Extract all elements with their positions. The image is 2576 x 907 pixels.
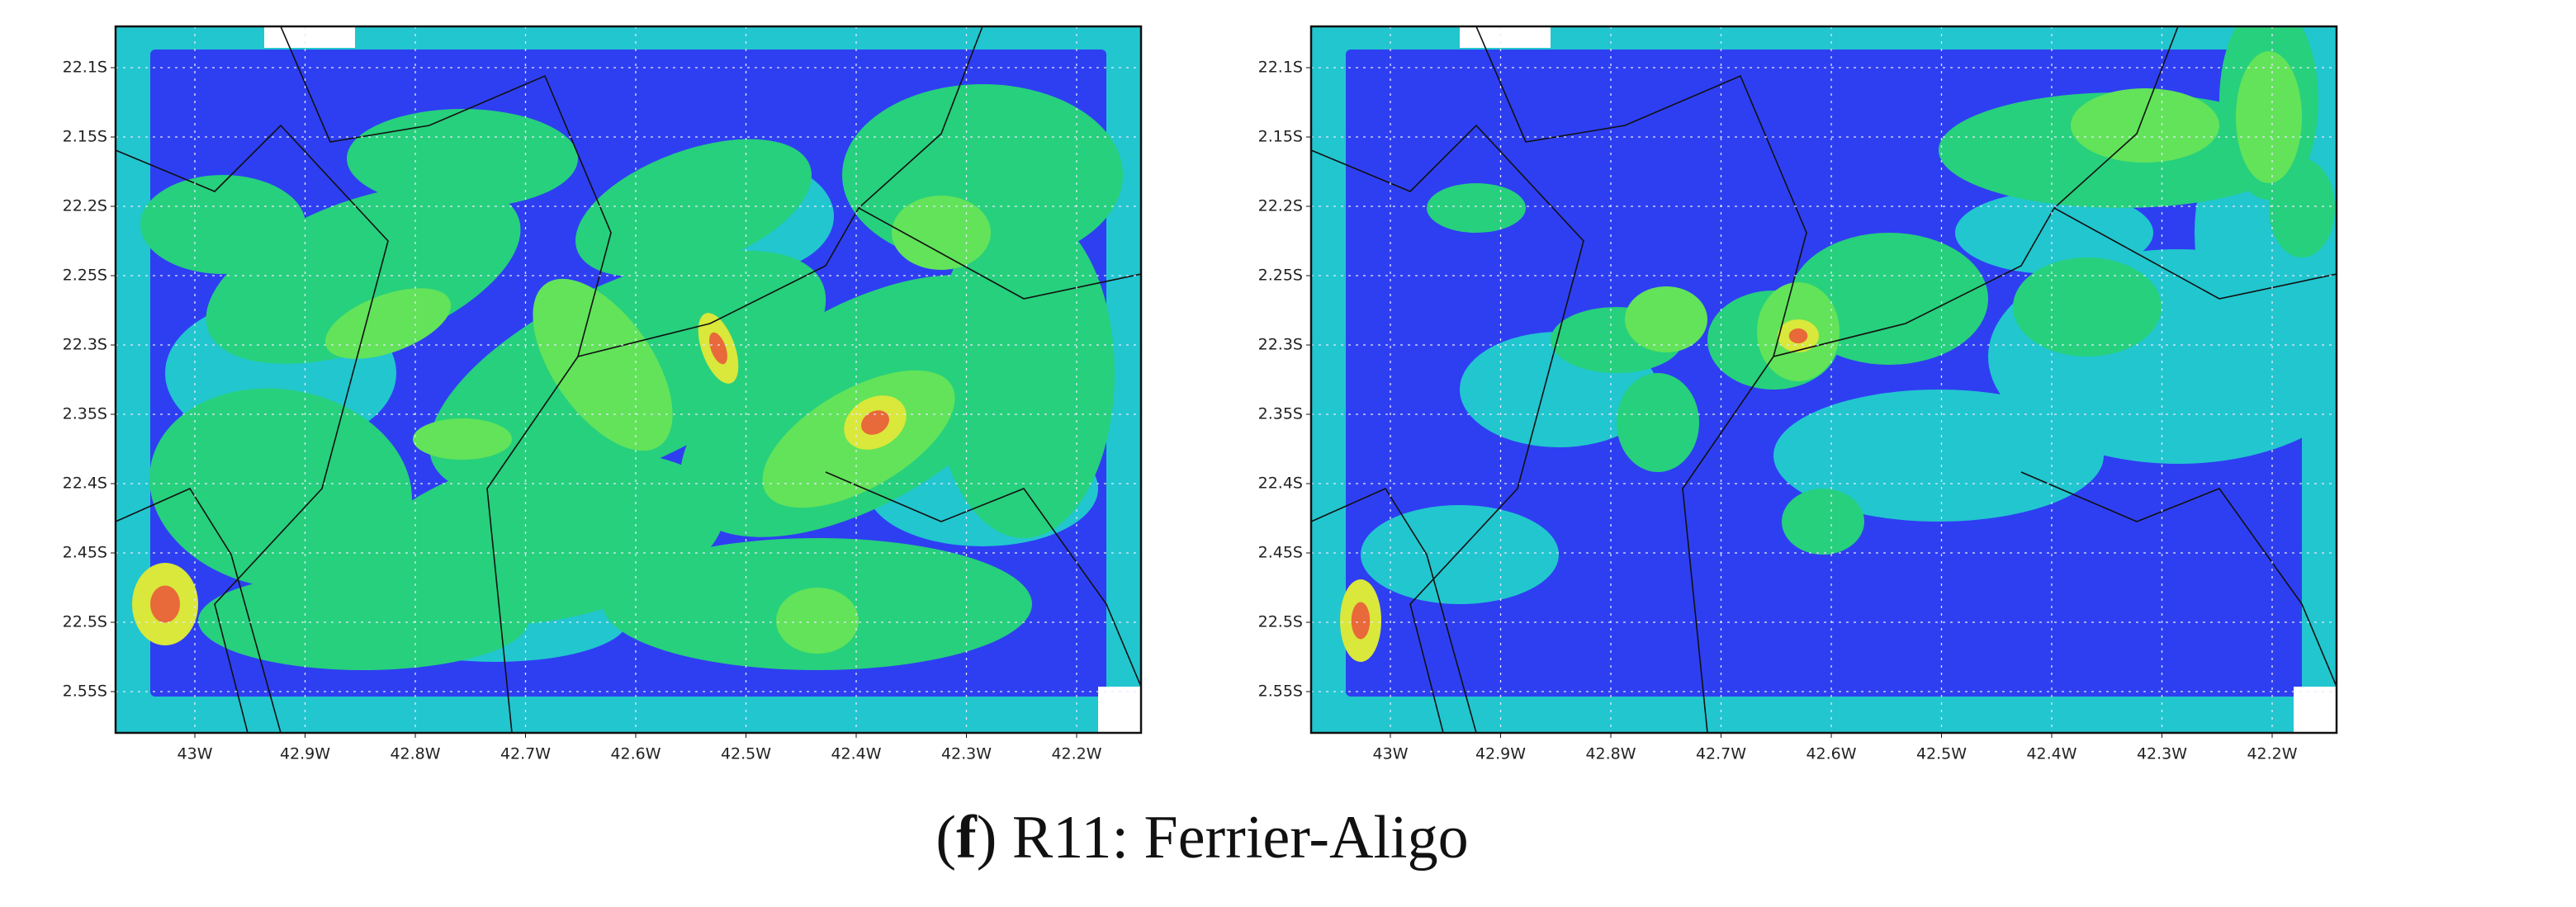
y-tick-label: 22.2S: [63, 197, 107, 215]
field-patch: [1788, 328, 1808, 343]
field-patch: [1617, 373, 1699, 472]
map-field: [116, 26, 1141, 733]
x-tick-label: 42.2W: [2247, 745, 2297, 763]
y-tick-label: 2.45S: [1258, 544, 1303, 562]
field-patch: [1782, 489, 1864, 555]
field-patch: [198, 571, 528, 670]
boundary: [825, 471, 1141, 687]
y-tick-label: 2.25S: [63, 267, 107, 285]
y-tick-label: 2.35S: [1258, 405, 1303, 423]
y-tick-label: 22.4S: [63, 475, 107, 493]
map-frame: [1309, 25, 2338, 735]
x-tick-label: 42.8W: [390, 745, 440, 763]
x-tick-label: 42.9W: [280, 745, 330, 763]
caption-letter: f: [956, 804, 978, 872]
map-panel: 22.1S 2.15S 22.2S 2.25S 22.3S 2.35S 22.4S 2.45S…: [63, 25, 1143, 763]
x-tick-label: 42.7W: [1696, 745, 1746, 763]
map-frame: [114, 25, 1143, 735]
y-tick-label: 22.2S: [1258, 197, 1303, 215]
x-tick-label: 42.5W: [721, 745, 771, 763]
x-tick-label: 42.2W: [1051, 745, 1101, 763]
field-patch: [776, 588, 859, 654]
field-patch: [1427, 183, 1526, 233]
field-patch: [1955, 191, 2153, 274]
boundary: [1311, 487, 1477, 733]
field-patch: [149, 388, 412, 589]
y-tick-label: 22.3S: [63, 336, 107, 354]
field-patch: [933, 208, 1115, 538]
x-tick-label: 42.6W: [1806, 745, 1856, 763]
white-gap: [2294, 687, 2337, 733]
boundary: [858, 207, 1141, 300]
boundary: [280, 26, 612, 733]
y-tick-label: 2.55S: [1258, 683, 1303, 701]
x-tick-label: 43W: [1373, 745, 1409, 763]
field-patch: [413, 418, 512, 460]
field-patch: [1351, 602, 1371, 640]
y-tick-label: 2.15S: [1258, 128, 1303, 146]
y-tick-label: 22.1S: [1258, 59, 1303, 77]
boundary: [1475, 26, 1807, 733]
x-tick-label: 42.4W: [831, 745, 881, 763]
boundary: [577, 26, 983, 357]
field-patch: [347, 109, 578, 208]
y-tick-label: 22.5S: [1258, 613, 1303, 631]
x-tick-label: 42.4W: [2026, 745, 2076, 763]
white-gap: [264, 26, 355, 48]
y-tick-label: 2.35S: [63, 405, 107, 423]
boundary: [1311, 124, 1584, 733]
x-tick-label: 42.5W: [1916, 745, 1967, 763]
field-patch: [140, 175, 305, 274]
boundary: [116, 124, 389, 733]
y-tick-label: 22.1S: [63, 59, 107, 77]
x-tick-label: 43W: [178, 745, 213, 763]
field-patch: [150, 585, 180, 623]
field-patch: [324, 288, 452, 359]
boundary: [1773, 26, 2179, 357]
field-patch: [2071, 88, 2219, 163]
white-gap: [1098, 687, 1141, 733]
field-patch: [709, 332, 727, 365]
x-tick-label: 42.3W: [941, 745, 992, 763]
field-patch: [1625, 286, 1707, 352]
field-patch: [1361, 505, 1559, 604]
caption-text: ) R11: Ferrier-Aligo: [977, 804, 1469, 872]
boundary: [2053, 207, 2337, 300]
x-tick-label: 42.8W: [1585, 745, 1636, 763]
y-tick-label: 22.5S: [63, 613, 107, 631]
field-patch: [2269, 158, 2335, 257]
x-tick-label: 42.7W: [500, 745, 551, 763]
caption: (f) R11: Ferrier-Aligo: [935, 804, 1468, 872]
caption-open: (: [935, 804, 956, 872]
x-tick-label: 42.9W: [1475, 745, 1526, 763]
white-gap: [1460, 26, 1551, 48]
field-patch: [1773, 390, 2104, 522]
boundary: [2020, 471, 2337, 687]
x-tick-label: 42.6W: [610, 745, 661, 763]
field-patch: [533, 278, 673, 451]
field-patch: [575, 139, 812, 277]
map-panel: 22.1S 2.15S 22.2S 2.25S 22.3S 2.35S 22.4S 2.45S…: [1258, 25, 2338, 763]
map-field: [1311, 26, 2337, 733]
field-patch: [2236, 51, 2302, 183]
y-tick-label: 22.4S: [1258, 475, 1303, 493]
y-tick-label: 2.45S: [63, 544, 107, 562]
y-tick-label: 2.55S: [63, 683, 107, 701]
field-patch: [861, 410, 889, 435]
boundary: [116, 487, 282, 733]
x-tick-label: 42.3W: [2137, 745, 2187, 763]
y-tick-label: 2.15S: [63, 128, 107, 146]
y-tick-label: 2.25S: [1258, 267, 1303, 285]
y-tick-label: 22.3S: [1258, 336, 1303, 354]
field-patch: [2013, 257, 2162, 357]
